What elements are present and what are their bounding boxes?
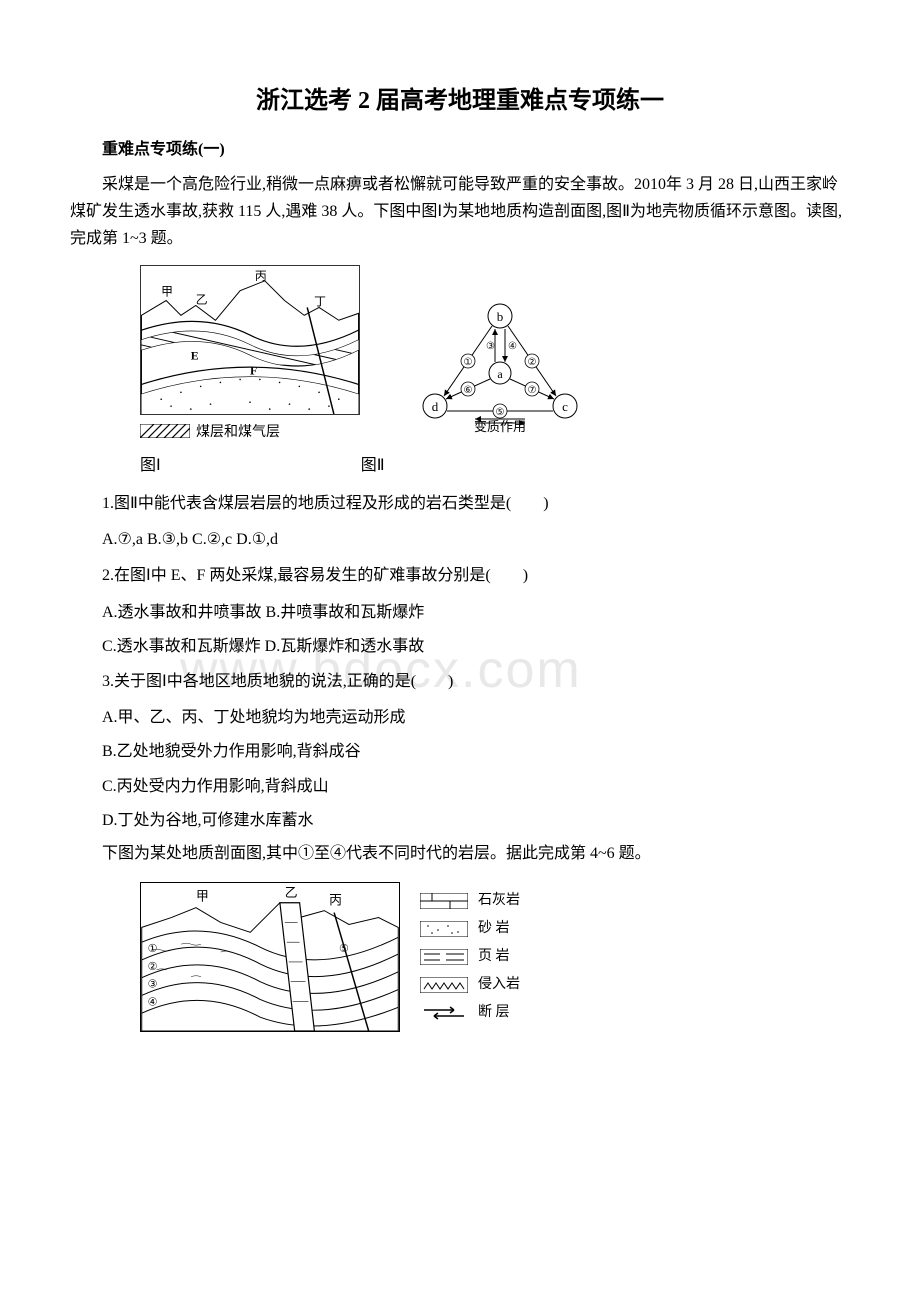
question-1: 1.图Ⅱ中能代表含煤层岩层的地质过程及形成的岩石类型是( )	[70, 489, 850, 519]
svg-text:b: b	[497, 309, 504, 324]
legend-sandstone: 砂 岩	[420, 915, 520, 943]
svg-text:变质作用: 变质作用	[474, 419, 526, 434]
question-3-option-d: D.丁处为谷地,可修建水库蓄水	[70, 806, 850, 836]
figure-3-svg: 甲 乙 丙 ① ② ③ ④	[140, 882, 400, 1032]
legend-intrusive-text: 侵入岩	[478, 971, 520, 999]
legend-intrusive: 侵入岩	[420, 971, 520, 999]
figures-row-1: 甲 乙 丙 丁	[140, 265, 850, 441]
legend-fault: 断 层	[420, 999, 520, 1027]
figure-3-legend: 石灰岩 砂 岩 页 岩 侵入岩 断 层	[420, 887, 520, 1027]
svg-text:⑥: ⑥	[464, 385, 473, 396]
figure-2-label: 图Ⅱ	[361, 451, 385, 475]
question-3-option-b: B.乙处地貌受外力作用影响,背斜成谷	[70, 737, 850, 767]
svg-text:③: ③	[148, 978, 158, 990]
svg-text:c: c	[562, 399, 568, 414]
svg-text:甲: 甲	[161, 284, 173, 298]
svg-text:F: F	[250, 363, 257, 377]
question-3-options: A.甲、乙、丙、丁处地貌均为地壳运动形成 B.乙处地貌受外力作用影响,背斜成谷 …	[70, 703, 850, 837]
question-2-option-ab: A.透水事故和井喷事故 B.井喷事故和瓦斯爆炸	[70, 598, 850, 628]
svg-text:⑤: ⑤	[496, 407, 505, 418]
svg-text:乙: 乙	[196, 292, 208, 306]
question-3-option-c: C.丙处受内力作用影响,背斜成山	[70, 772, 850, 802]
svg-text:丙: 丙	[255, 268, 267, 282]
legend-shale: 页 岩	[420, 943, 520, 971]
svg-text:①: ①	[148, 943, 158, 955]
svg-text:甲: 甲	[196, 889, 209, 903]
question-2-options: A.透水事故和井喷事故 B.井喷事故和瓦斯爆炸 C.透水事故和瓦斯爆炸 D.瓦斯…	[70, 598, 850, 663]
legend-shale-text: 页 岩	[478, 943, 510, 971]
svg-text:②: ②	[148, 960, 158, 972]
svg-text:①: ①	[464, 357, 473, 368]
intrusive-swatch	[420, 977, 468, 993]
svg-text:E: E	[191, 348, 199, 362]
svg-text:⑦: ⑦	[528, 385, 537, 396]
legend-fault-text: 断 层	[478, 999, 510, 1027]
figure-1-block: 甲 乙 丙 丁	[140, 265, 360, 441]
svg-text:丁: 丁	[314, 294, 326, 308]
section-subtitle: 重难点专项练(一)	[70, 135, 850, 159]
question-2-option-cd: C.透水事故和瓦斯爆炸 D.瓦斯爆炸和透水事故	[70, 632, 850, 662]
sandstone-swatch	[420, 921, 468, 937]
question-3-option-a: A.甲、乙、丙、丁处地貌均为地壳运动形成	[70, 703, 850, 733]
svg-text:a: a	[497, 367, 503, 381]
figure-1-legend-text: 煤层和煤气层	[196, 421, 280, 441]
legend-limestone-text: 石灰岩	[478, 887, 520, 915]
svg-text:乙: 乙	[285, 885, 298, 899]
intro-paragraph-2: 下图为某处地质剖面图,其中①至④代表不同时代的岩层。据此完成第 4~6 题。	[70, 840, 850, 867]
svg-text:④: ④	[508, 341, 517, 352]
intro-paragraph-1: 采煤是一个高危险行业,稍微一点麻痹或者松懈就可能导致严重的安全事故。2010年 …	[70, 171, 850, 253]
figure-1-label: 图Ⅰ	[140, 451, 161, 475]
fault-swatch	[420, 1005, 468, 1021]
legend-sandstone-text: 砂 岩	[478, 915, 510, 943]
limestone-swatch	[420, 893, 468, 909]
svg-text:丙: 丙	[329, 893, 342, 907]
shale-swatch	[420, 949, 468, 965]
question-2: 2.在图Ⅰ中 E、F 两处采煤,最容易发生的矿难事故分别是( )	[70, 561, 850, 591]
svg-text:③: ③	[486, 341, 495, 352]
svg-text:②: ②	[528, 357, 537, 368]
figure-1-svg: 甲 乙 丙 丁	[140, 265, 360, 415]
figure-labels-row: 图Ⅰ 图Ⅱ	[140, 451, 850, 475]
coal-legend-swatch	[140, 424, 190, 438]
figures-row-2: 甲 乙 丙 ① ② ③ ④	[140, 882, 850, 1032]
svg-text:d: d	[432, 399, 439, 414]
svg-text:④: ④	[148, 996, 158, 1008]
figure-1-legend: 煤层和煤气层	[140, 421, 360, 441]
question-1-options: A.⑦,a B.③,b C.②,c D.①,d	[70, 525, 850, 555]
figure-2-svg: b d c a ① ② ③ ④ ⑤	[400, 291, 600, 441]
page-title: 浙江选考 2 届高考地理重难点专项练一	[70, 80, 850, 115]
legend-limestone: 石灰岩	[420, 887, 520, 915]
question-3: 3.关于图Ⅰ中各地区地质地貌的说法,正确的是( )	[70, 667, 850, 697]
